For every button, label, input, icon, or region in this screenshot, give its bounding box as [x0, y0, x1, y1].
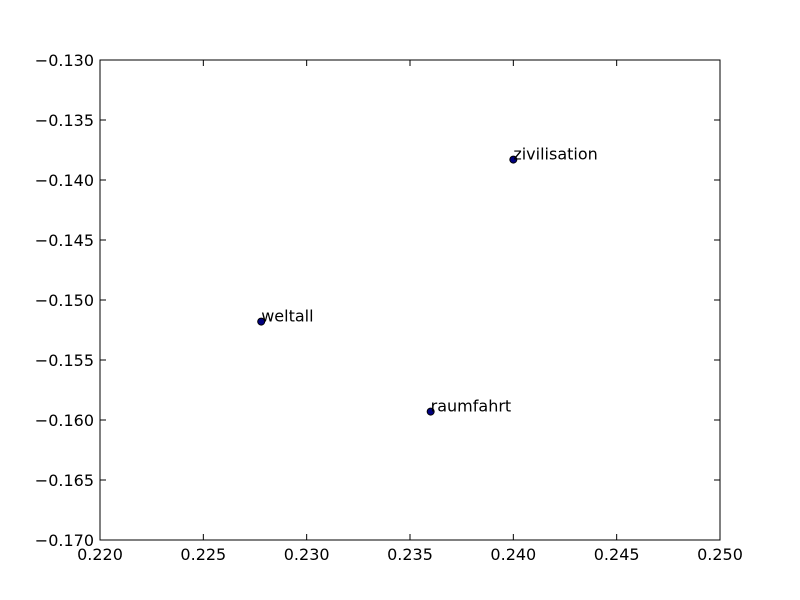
data-point	[509, 155, 518, 164]
x-tick-label: 0.240	[490, 545, 536, 564]
axes-frame	[99, 59, 721, 541]
y-tick-label: −0.165	[35, 471, 94, 490]
x-tick-label: 0.235	[387, 545, 433, 564]
point-label: weltall	[261, 307, 313, 326]
y-tick-label: −0.155	[35, 351, 94, 370]
y-tick-label: −0.150	[35, 291, 94, 310]
y-tick-label: −0.145	[35, 231, 94, 250]
x-tick-label: 0.245	[594, 545, 640, 564]
y-tick-label: −0.140	[35, 171, 94, 190]
ticks-layer: 0.220 0.225 0.230 0.235 0.240 0.245 0.250 −0.13…	[35, 51, 743, 564]
y-tick-label: −0.130	[35, 51, 94, 70]
point-label: raumfahrt	[431, 397, 512, 416]
point-label: zivilisation	[513, 145, 597, 164]
x-tick-label: 0.230	[284, 545, 330, 564]
points-layer: zivilisation weltall raumfahrt	[257, 145, 598, 416]
y-tick-label: −0.160	[35, 411, 94, 430]
x-tick-label: 0.225	[180, 545, 226, 564]
data-point	[257, 317, 266, 326]
data-point	[426, 407, 435, 416]
y-tick-label: −0.135	[35, 111, 94, 130]
y-tick-label: −0.170	[35, 531, 94, 550]
x-tick-label: 0.220	[77, 545, 123, 564]
x-tick-label: 0.250	[697, 545, 743, 564]
